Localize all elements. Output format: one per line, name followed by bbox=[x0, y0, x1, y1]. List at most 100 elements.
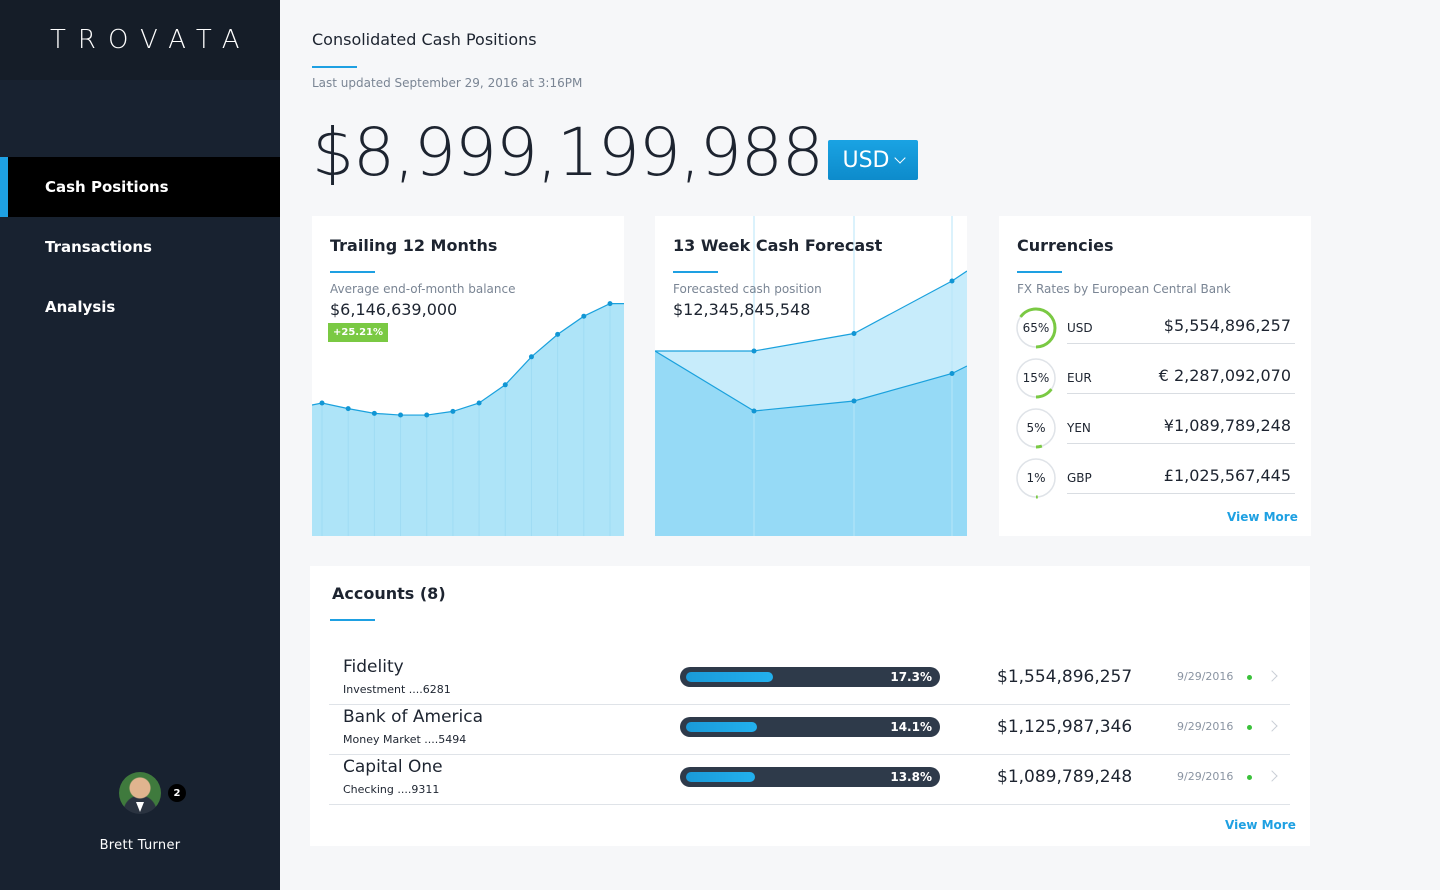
trailing-line bbox=[312, 302, 624, 416]
trailing-point bbox=[607, 301, 613, 307]
trailing-area bbox=[312, 303, 624, 536]
currency-amount: £1,025,567,445 bbox=[1163, 466, 1291, 485]
account-share-fill bbox=[686, 672, 773, 682]
currency-share-ring bbox=[1015, 357, 1057, 399]
currency-dropdown-label: USD bbox=[842, 147, 890, 173]
trailing-point bbox=[476, 400, 482, 406]
currency-code: EUR bbox=[1067, 371, 1092, 385]
trailing-point bbox=[424, 412, 430, 418]
currency-share-ring bbox=[1015, 457, 1057, 499]
chevron-right-icon[interactable] bbox=[1266, 770, 1278, 782]
sidebar-item-analysis[interactable]: Analysis bbox=[0, 277, 280, 337]
forecast-chart bbox=[655, 216, 967, 536]
account-share-fill bbox=[686, 772, 755, 782]
currency-amount: $5,554,896,257 bbox=[1163, 316, 1291, 335]
currency-row[interactable]: 15% EUR € 2,287,092,070 bbox=[1015, 357, 1295, 399]
status-dot-icon bbox=[1247, 775, 1252, 780]
account-detail: Checking ....9311 bbox=[343, 783, 440, 796]
ring-arc bbox=[1015, 307, 1057, 349]
logo-bar: TROVATA bbox=[0, 0, 280, 80]
account-detail: Money Market ....5494 bbox=[343, 733, 467, 746]
currencies-view-more-link[interactable]: View More bbox=[1227, 510, 1298, 524]
account-share-label: 14.1% bbox=[890, 720, 932, 734]
total-balance: $8,999,199,988 bbox=[312, 114, 824, 191]
title-underline bbox=[312, 66, 357, 68]
card-subtitle: Average end-of-month balance bbox=[330, 282, 516, 296]
account-name: Capital One bbox=[343, 757, 443, 777]
forecast-point bbox=[949, 278, 955, 284]
card-title: 13 Week Cash Forecast bbox=[673, 236, 883, 255]
account-date: 9/29/2016 bbox=[1177, 670, 1234, 683]
currency-share-ring bbox=[1015, 307, 1057, 349]
account-date: 9/29/2016 bbox=[1177, 720, 1234, 733]
forecast-point bbox=[851, 398, 857, 404]
logo[interactable]: TROVATA bbox=[50, 25, 252, 55]
trailing-point bbox=[502, 382, 508, 388]
accounts-card: Accounts (8) Fidelity Investment ....628… bbox=[310, 566, 1310, 846]
account-amount: $1,089,789,248 bbox=[997, 767, 1133, 787]
account-name: Fidelity bbox=[343, 657, 404, 677]
currency-share-label: 15% bbox=[1022, 371, 1050, 385]
forecast-card: 13 Week Cash Forecast Forecasted cash po… bbox=[655, 216, 967, 536]
user-profile[interactable]: 2 Brett Turner bbox=[0, 772, 280, 853]
currency-share-label: 5% bbox=[1026, 421, 1046, 435]
currency-row[interactable]: 65% USD $5,554,896,257 bbox=[1015, 307, 1295, 349]
notification-badge[interactable]: 2 bbox=[168, 784, 186, 802]
forecast-point bbox=[751, 408, 757, 414]
currency-dropdown[interactable]: USD bbox=[828, 140, 918, 180]
currency-row[interactable]: 1% GBP £1,025,567,445 bbox=[1015, 457, 1295, 499]
account-share-bar: 14.1% bbox=[680, 717, 940, 737]
card-value: $6,146,639,000 bbox=[330, 300, 458, 319]
row-divider bbox=[1067, 393, 1295, 394]
card-title: Currencies bbox=[1017, 236, 1114, 255]
currency-share-label: 1% bbox=[1026, 471, 1046, 485]
currency-amount: ¥1,089,789,248 bbox=[1163, 416, 1291, 435]
sidebar-item-transactions[interactable]: Transactions bbox=[0, 217, 280, 277]
trailing-point bbox=[528, 354, 534, 360]
currency-code: USD bbox=[1067, 321, 1093, 335]
account-share-label: 13.8% bbox=[890, 770, 932, 784]
row-divider bbox=[1067, 493, 1295, 494]
currency-amount: € 2,287,092,070 bbox=[1158, 366, 1291, 385]
card-title: Trailing 12 Months bbox=[330, 236, 498, 255]
accounts-underline bbox=[330, 619, 375, 621]
card-underline bbox=[673, 271, 718, 273]
account-share-bar: 17.3% bbox=[680, 667, 940, 687]
accounts-title: Accounts (8) bbox=[332, 584, 446, 603]
currency-share-ring bbox=[1015, 407, 1057, 449]
trailing-point bbox=[555, 331, 561, 337]
trailing-12-months-card: Trailing 12 Months Average end-of-month … bbox=[312, 216, 624, 536]
card-value: $12,345,845,548 bbox=[673, 300, 811, 319]
sidebar-item-label: Analysis bbox=[45, 298, 116, 316]
chevron-right-icon[interactable] bbox=[1266, 720, 1278, 732]
ring-arc bbox=[1015, 457, 1057, 499]
chevron-right-icon[interactable] bbox=[1266, 670, 1278, 682]
row-divider bbox=[1067, 343, 1295, 344]
chevron-down-icon bbox=[893, 151, 906, 164]
trailing-point bbox=[371, 410, 377, 416]
account-share-fill bbox=[686, 722, 757, 732]
forecast-point bbox=[851, 331, 857, 336]
account-name: Bank of America bbox=[343, 707, 484, 727]
account-row[interactable]: Bank of America Money Market ....5494 14… bbox=[329, 705, 1290, 755]
card-subtitle: FX Rates by European Central Bank bbox=[1017, 282, 1231, 296]
sidebar-item-cash-positions[interactable]: Cash Positions bbox=[0, 157, 280, 217]
account-amount: $1,554,896,257 bbox=[997, 667, 1133, 687]
currency-row[interactable]: 5% YEN ¥1,089,789,248 bbox=[1015, 407, 1295, 449]
status-dot-icon bbox=[1247, 675, 1252, 680]
page-title: Consolidated Cash Positions bbox=[312, 30, 537, 49]
sidebar-nav: Cash Positions Transactions Analysis bbox=[0, 157, 280, 337]
ring-arc bbox=[1015, 357, 1057, 399]
trailing-point bbox=[345, 406, 351, 412]
sidebar: TROVATA Cash Positions Transactions Anal… bbox=[0, 0, 280, 890]
card-underline bbox=[330, 271, 375, 273]
sidebar-item-label: Cash Positions bbox=[45, 178, 169, 196]
avatar[interactable] bbox=[119, 772, 161, 814]
account-row[interactable]: Fidelity Investment ....6281 17.3% $1,55… bbox=[329, 655, 1290, 705]
account-amount: $1,125,987,346 bbox=[997, 717, 1133, 737]
accounts-view-more-link[interactable]: View More bbox=[1225, 818, 1296, 832]
card-subtitle: Forecasted cash position bbox=[673, 282, 822, 296]
currency-code: GBP bbox=[1067, 471, 1092, 485]
avatar-shirt bbox=[136, 802, 144, 812]
account-row[interactable]: Capital One Checking ....9311 13.8% $1,0… bbox=[329, 755, 1290, 805]
